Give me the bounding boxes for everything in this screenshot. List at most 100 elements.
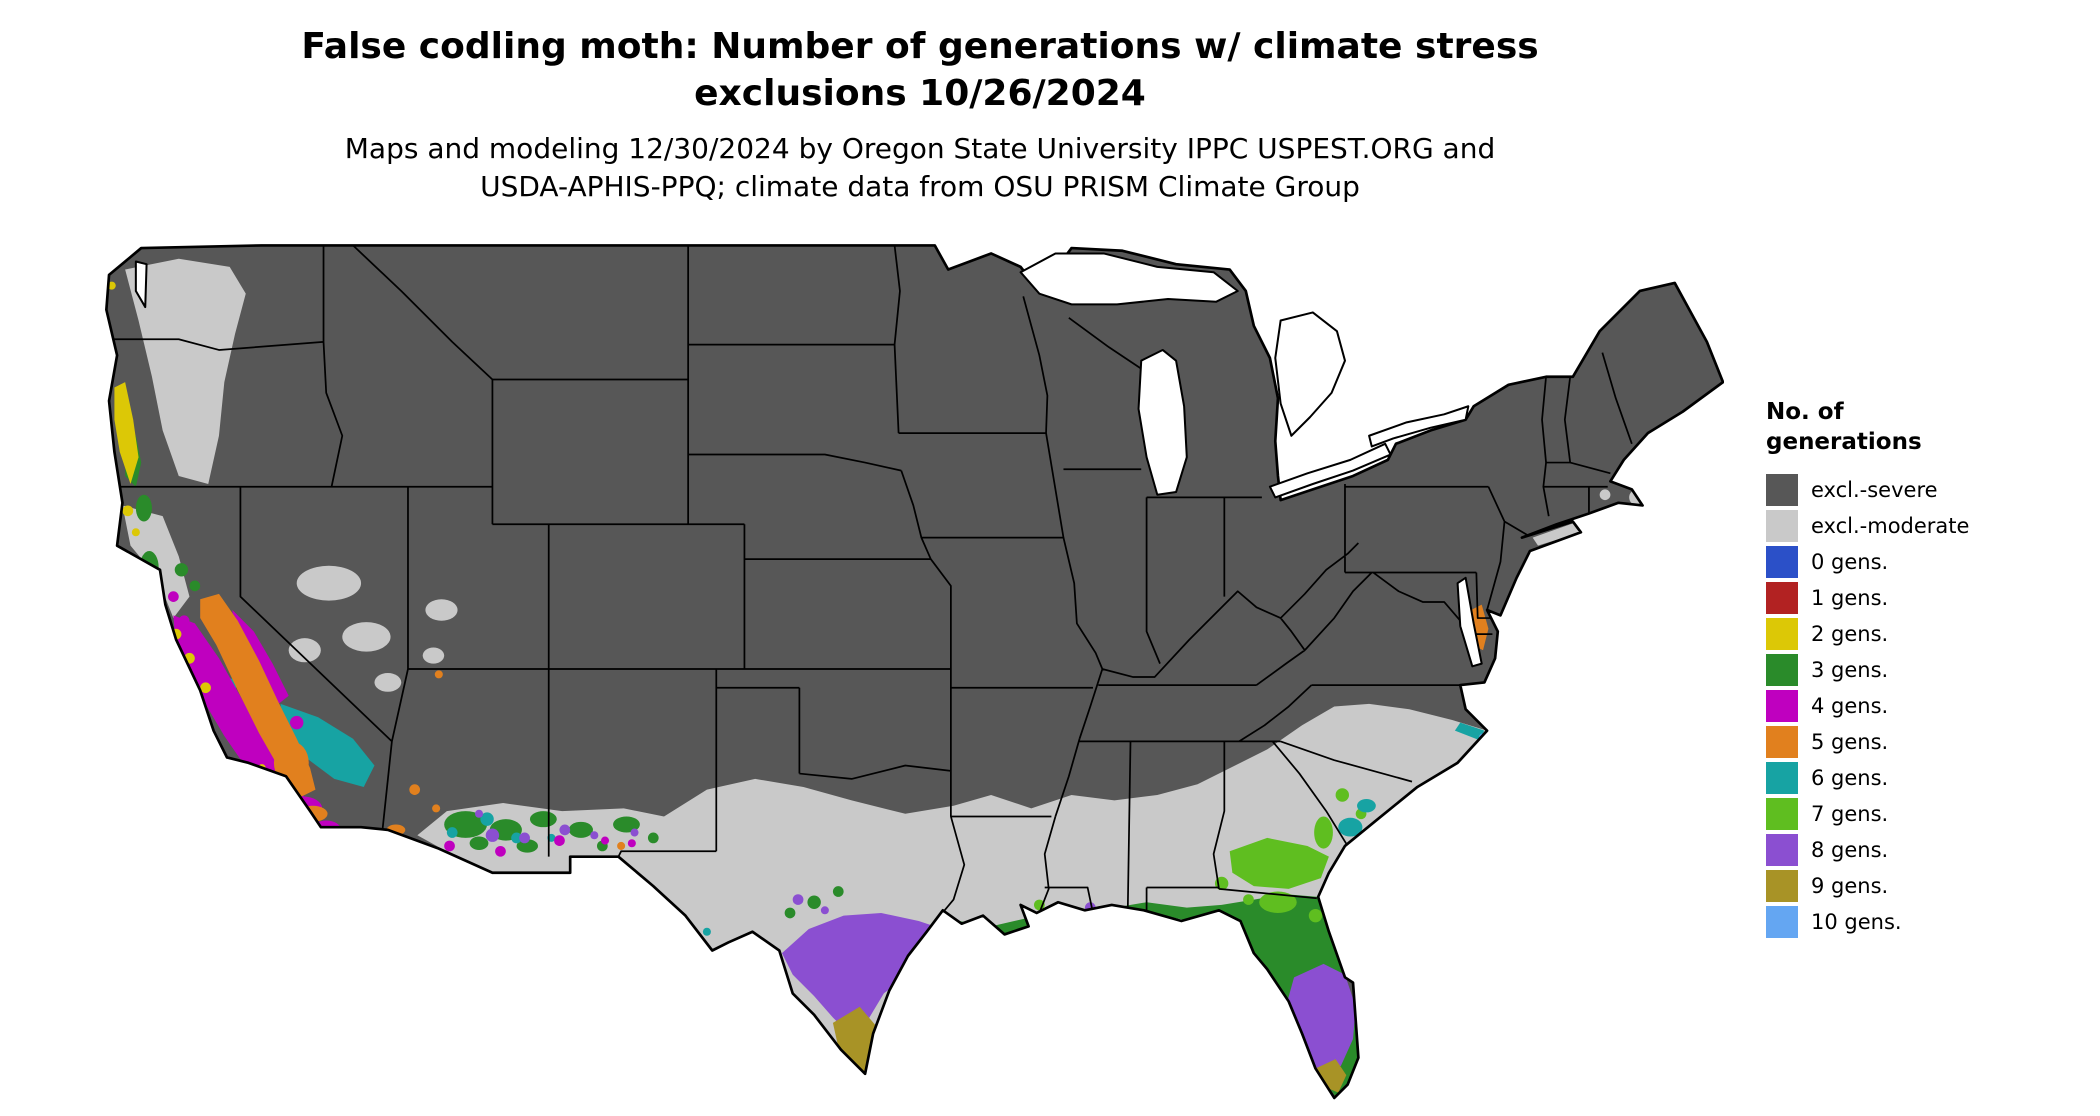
- region-patch: [511, 832, 522, 844]
- region-patch: [781, 912, 959, 1037]
- region-patch: [1335, 788, 1349, 802]
- page-title-line1: False codling moth: Number of generation…: [301, 26, 1539, 67]
- region-patch: [868, 1081, 876, 1088]
- region-patch: [1357, 799, 1376, 813]
- region-patch: [1314, 816, 1333, 849]
- region-patch: [601, 836, 610, 845]
- region-patch: [1454, 722, 1485, 741]
- region-patch: [647, 832, 659, 844]
- region-patch: [432, 804, 441, 813]
- legend-label: 0 gens.: [1811, 549, 1889, 574]
- water-bodies: [134, 252, 1483, 668]
- legend-item-9-gens: 9 gens.: [1766, 868, 2066, 904]
- region-patch: [178, 615, 190, 627]
- region-patch: [446, 827, 458, 838]
- legend-label: 1 gens.: [1811, 585, 1889, 610]
- legend-swatch: [1766, 761, 1798, 794]
- overlay-9-gens: [832, 1006, 1347, 1093]
- region-patch: [568, 821, 593, 838]
- region-patch: [168, 591, 179, 602]
- legend-swatch: [1766, 833, 1798, 866]
- region-patch: [290, 715, 304, 730]
- region-patch: [174, 563, 189, 577]
- region-patch: [480, 812, 494, 826]
- page-subtitle: Maps and modeling 12/30/2024 by Oregon S…: [0, 130, 1840, 206]
- region-patch: [273, 741, 309, 785]
- legend-item-excl-moderate: excl.-moderate: [1766, 508, 2066, 544]
- legend-item-6-gens: 6 gens.: [1766, 760, 2066, 796]
- region-patch: [1338, 817, 1363, 837]
- region-patch: [784, 907, 796, 919]
- legend-label: 3 gens.: [1811, 657, 1889, 682]
- legend-title-line2: generations: [1766, 428, 1922, 455]
- legend-swatch: [1766, 869, 1798, 902]
- legend-swatch: [1766, 473, 1798, 506]
- region-patch: [792, 894, 804, 905]
- region-patch: [1308, 908, 1323, 923]
- us-map: [100, 232, 1725, 1110]
- region-patch: [554, 835, 565, 846]
- lake-erie: [1268, 442, 1392, 499]
- legend-item-10-gens: 10 gens.: [1766, 904, 2066, 940]
- legend-label: 2 gens.: [1811, 621, 1889, 646]
- region-patch: [590, 831, 599, 840]
- region-patch: [122, 505, 134, 517]
- region-patch: [1599, 489, 1611, 501]
- region-patch: [417, 703, 1488, 1074]
- region-patch: [1311, 1091, 1317, 1097]
- region-patch: [330, 833, 339, 842]
- legend-swatch: [1766, 653, 1798, 686]
- region-patch: [311, 820, 341, 840]
- legend-swatch: [1766, 725, 1798, 758]
- legend-label: excl.-severe: [1811, 477, 1938, 502]
- region-patch: [519, 832, 530, 844]
- region-patch: [200, 682, 211, 694]
- region-patch: [444, 840, 455, 852]
- legend-label: 10 gens.: [1811, 909, 1902, 934]
- region-patch: [114, 382, 139, 485]
- region-patch: [469, 836, 489, 850]
- region-patch: [529, 811, 557, 828]
- region-patch: [135, 494, 152, 522]
- region-patch: [189, 580, 201, 592]
- region-patch: [327, 833, 336, 842]
- chesapeake-bay: [1456, 576, 1483, 668]
- legend-item-8-gens: 8 gens.: [1766, 832, 2066, 868]
- lake-ontario: [1368, 405, 1470, 448]
- region-patch: [425, 599, 458, 621]
- region-patch: [342, 622, 391, 652]
- page-title: False codling moth: Number of generation…: [0, 24, 1840, 118]
- region-patch: [1063, 907, 1075, 919]
- legend-title-line1: No. of: [1766, 399, 1844, 425]
- page-subtitle-line2: USDA-APHIS-PPQ; climate data from OSU PR…: [480, 169, 1360, 203]
- legend-item-0-gens: 0 gens.: [1766, 544, 2066, 580]
- legend-label: 9 gens.: [1811, 873, 1889, 898]
- region-patch: [559, 824, 571, 836]
- region-patch: [409, 784, 421, 796]
- legend-item-3-gens: 3 gens.: [1766, 652, 2066, 688]
- lake-superior: [1019, 252, 1239, 306]
- legend-label: 7 gens.: [1811, 801, 1889, 826]
- legend-swatch: [1766, 617, 1798, 650]
- legend-item-excl-severe: excl.-severe: [1766, 472, 2066, 508]
- region-patch: [630, 828, 639, 837]
- region-patch: [807, 895, 821, 909]
- legend-swatch: [1766, 545, 1798, 578]
- legend-label: 8 gens.: [1811, 837, 1889, 862]
- lake-michigan: [1137, 348, 1188, 496]
- region-patch: [832, 886, 844, 897]
- region-patch: [290, 815, 299, 824]
- region-patch: [475, 809, 484, 818]
- legend-item-1-gens: 1 gens.: [1766, 580, 2066, 616]
- legend-title: No. of generations: [1766, 398, 2066, 458]
- legend-label: 6 gens.: [1811, 765, 1889, 790]
- region-patch: [279, 782, 288, 791]
- region-patch: [617, 841, 626, 850]
- region-patch: [1114, 894, 1359, 1097]
- region-patch: [702, 927, 711, 936]
- region-patch: [1046, 914, 1055, 923]
- region-patch: [1324, 1096, 1333, 1098]
- state-borders: [111, 245, 1633, 933]
- us-map-svg: [105, 244, 1725, 1100]
